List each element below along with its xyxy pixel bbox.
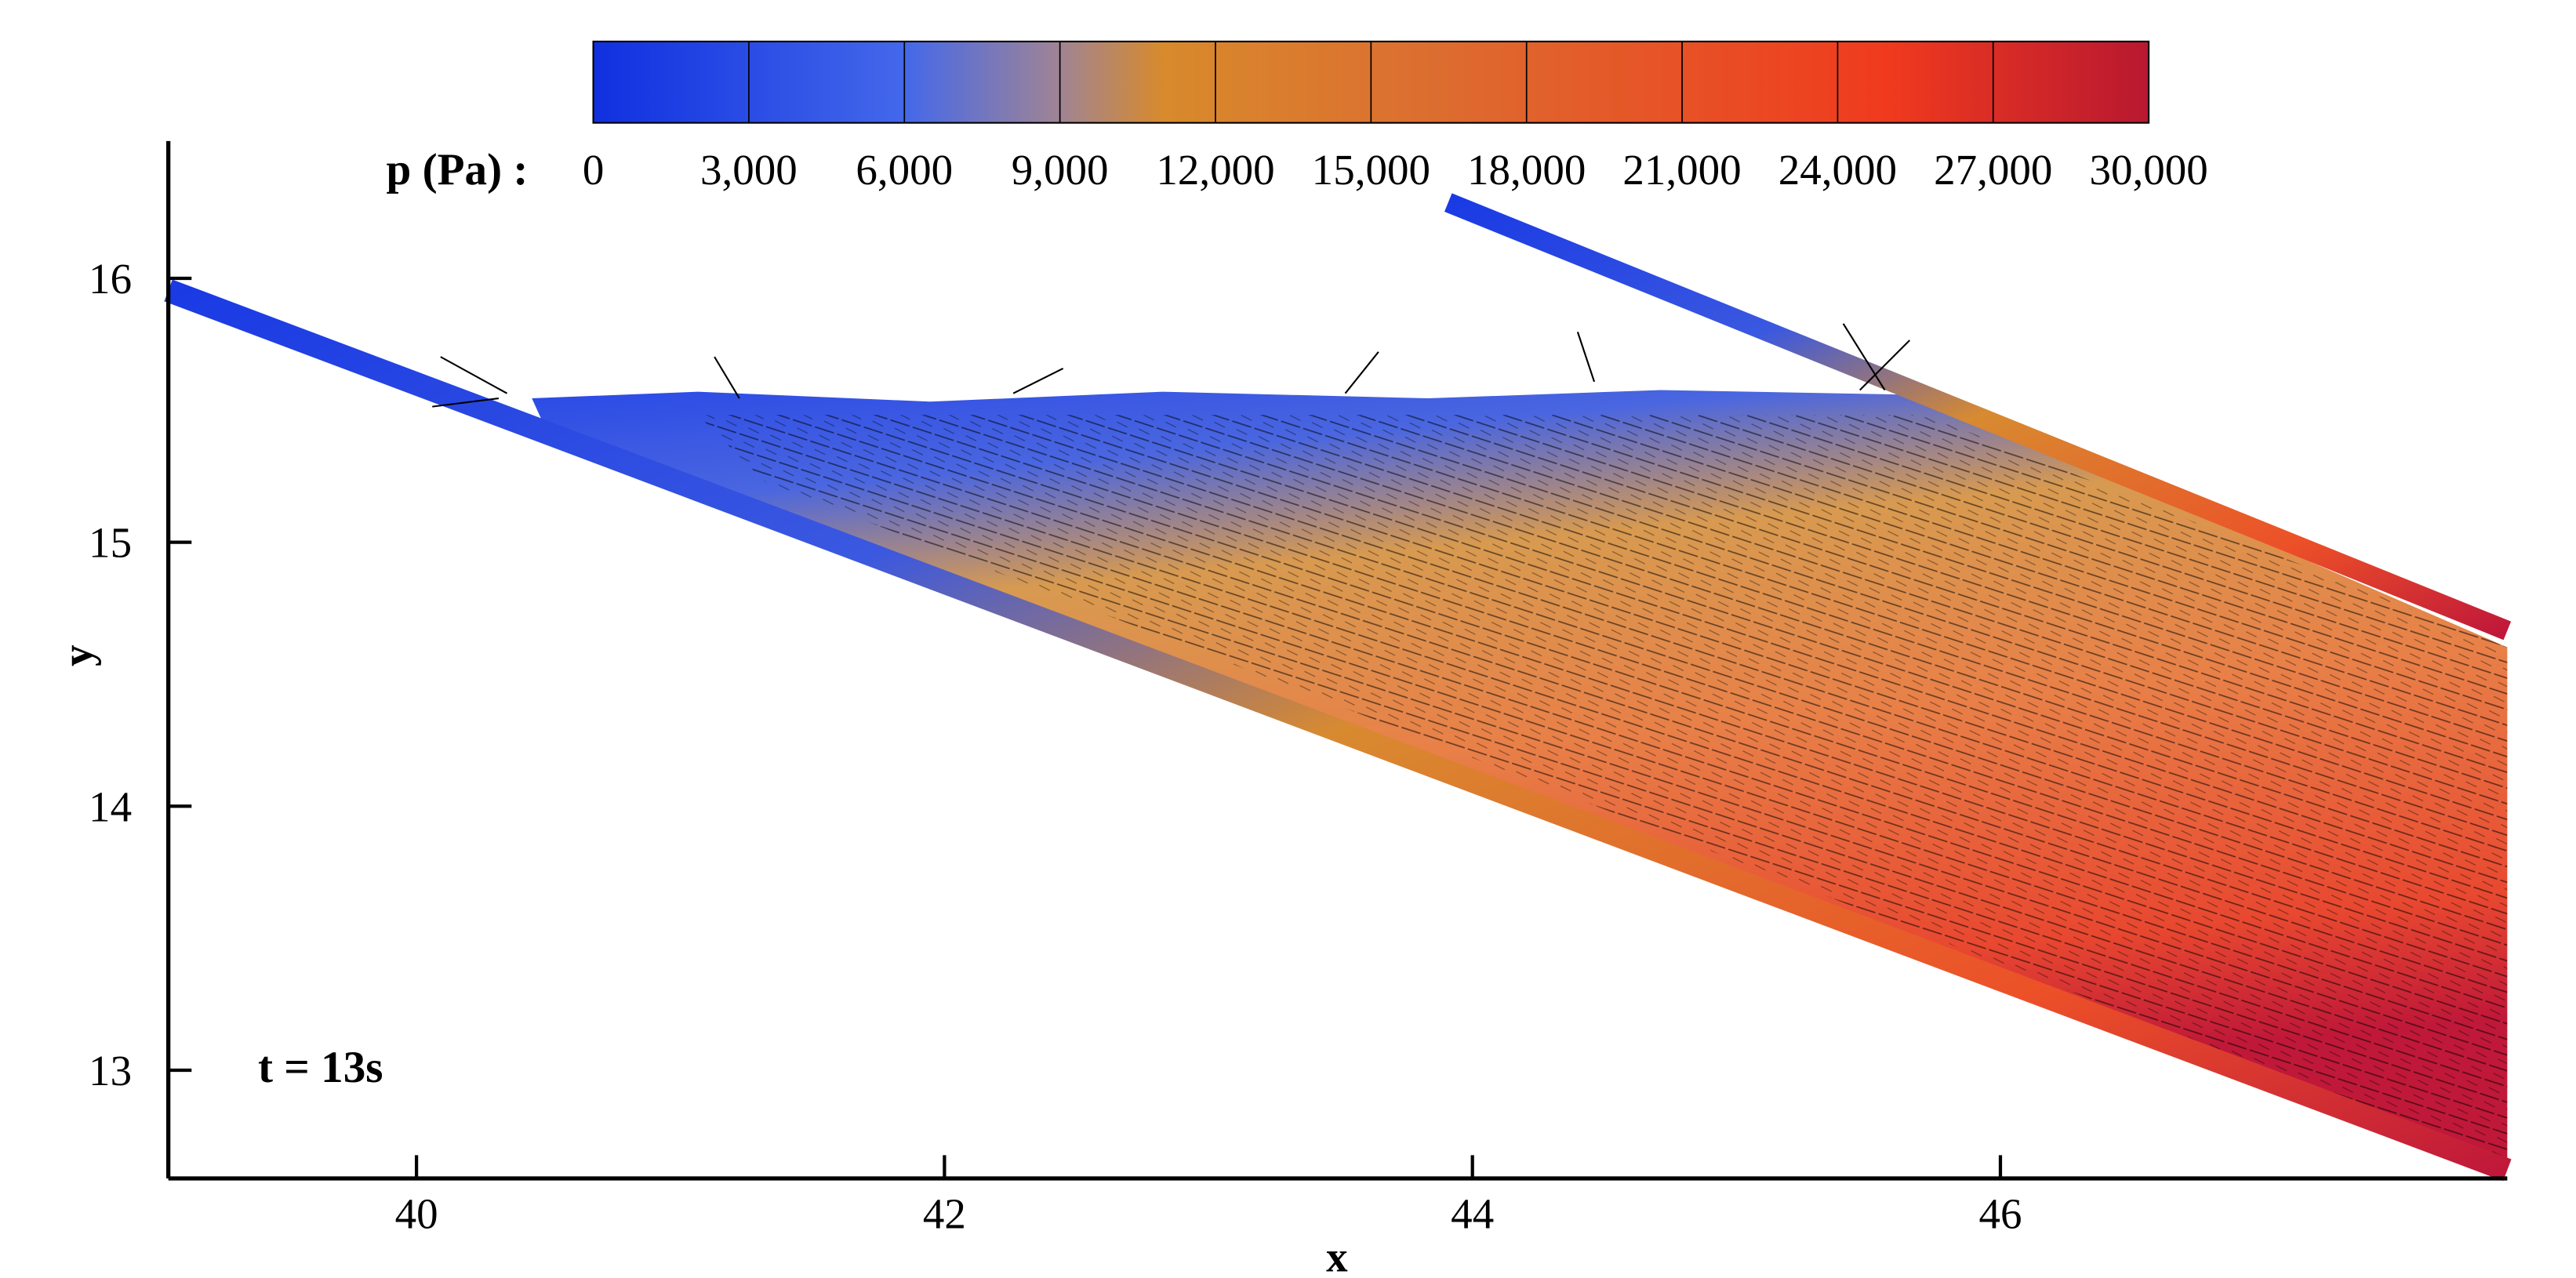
y-axis-label: y	[53, 644, 101, 666]
colorbar-tick-label: 3,000	[700, 146, 798, 194]
y-tick-label: 16	[89, 255, 132, 303]
colorbar-tick-label: 12,000	[1156, 146, 1274, 194]
colorbar-label: p (Pa) :	[387, 145, 529, 194]
colorbar-tick-label: 21,000	[1622, 146, 1741, 194]
x-tick-label: 46	[1978, 1189, 2022, 1237]
x-tick-label: 40	[395, 1189, 438, 1237]
colorbar-tick-label: 6,000	[856, 146, 953, 194]
colorbar-tick-label: 9,000	[1012, 146, 1109, 194]
x-axis-label: x	[1326, 1233, 1348, 1278]
y-tick-label: 15	[89, 519, 132, 567]
y-tick-label: 14	[89, 782, 132, 830]
colorbar-tick-label: 0	[583, 146, 605, 194]
colorbar-tick-label: 27,000	[1934, 146, 2052, 194]
fluid-field	[164, 193, 2512, 1182]
colorbar-tick-label: 30,000	[2089, 146, 2207, 194]
axes	[166, 140, 2508, 1181]
colorbar-tick-label: 18,000	[1467, 146, 1586, 194]
y-tick-label: 13	[89, 1047, 132, 1095]
x-tick-label: 42	[923, 1189, 966, 1237]
annotation: t = 13s	[258, 1043, 383, 1092]
x-tick-label: 44	[1451, 1189, 1494, 1237]
colorbar-tick-label: 24,000	[1778, 146, 1897, 194]
colorbar-tick-label: 15,000	[1312, 146, 1430, 194]
